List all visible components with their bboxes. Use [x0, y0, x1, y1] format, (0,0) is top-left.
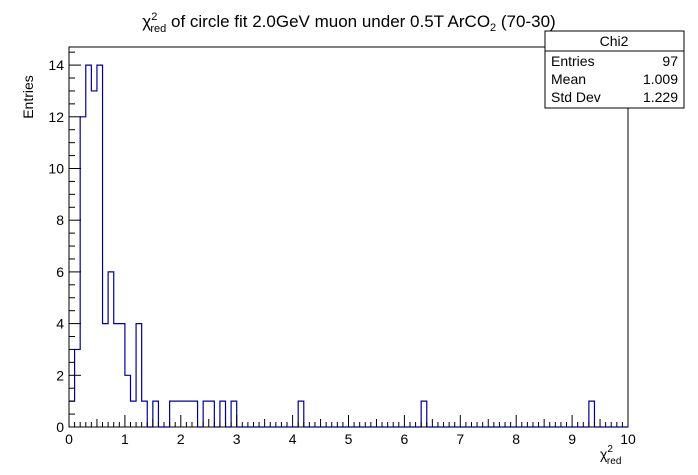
x-tick-label: 1 [121, 431, 129, 447]
x-tick-label: 5 [345, 431, 353, 447]
y-tick-label: 14 [48, 57, 64, 73]
y-tick-label: 4 [56, 316, 64, 332]
x-axis-title: χ2 red [600, 444, 621, 467]
plot-frame [68, 46, 629, 428]
y-tick-label: 10 [48, 160, 64, 176]
stats-entries-label: Entries [551, 53, 595, 69]
x-tick-label: 10 [620, 431, 636, 447]
x-tick-label: 0 [65, 431, 73, 447]
y-tick-label: 2 [56, 367, 64, 383]
x-tick-label: 4 [289, 431, 297, 447]
stats-box-frame [544, 30, 685, 109]
x-tick-label: 2 [177, 431, 185, 447]
y-tick-label: 12 [48, 109, 64, 125]
x-tick-label: 9 [568, 431, 576, 447]
x-tick-label: 3 [233, 431, 241, 447]
stats-box: Chi2 Entries 97 Mean 1.009 Std Dev 1.229 [544, 30, 685, 109]
x-tick-label: 8 [512, 431, 520, 447]
stats-box-title: Chi2 [600, 33, 629, 49]
histogram-outline [69, 64, 628, 428]
y-tick-label: 6 [56, 264, 64, 280]
y-tick-label: 0 [56, 419, 64, 435]
stats-stddev-value: 1.229 [643, 89, 678, 105]
y-axis-title: Entries [20, 75, 36, 119]
stats-stddev-label: Std Dev [551, 89, 601, 105]
stats-mean-value: 1.009 [643, 71, 678, 87]
stats-entries-value: 97 [662, 53, 678, 69]
stats-mean-label: Mean [551, 71, 586, 87]
chart-title: χ2 red of circle fit 2.0GeV muon under 0.… [142, 11, 555, 35]
x-tick-label: 6 [401, 431, 409, 447]
x-tick-label: 7 [456, 431, 464, 447]
y-tick-label: 8 [56, 212, 64, 228]
